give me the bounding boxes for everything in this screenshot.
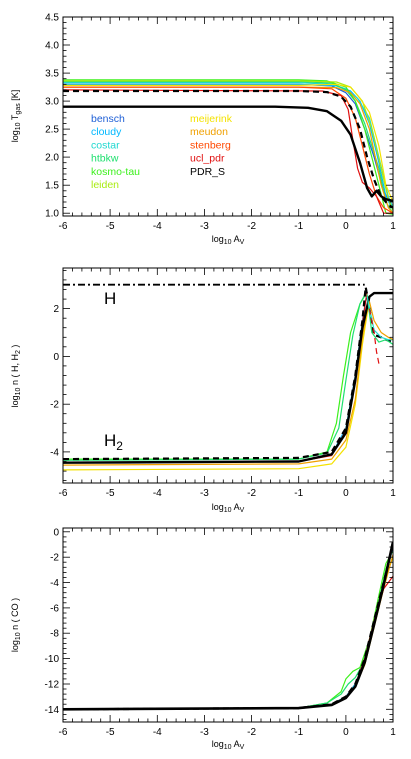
y-tick-label: 3.5 <box>45 69 59 80</box>
legend-entry-meudon: meudon <box>190 126 228 138</box>
y-axis-label: log10 n ( H, H2 ) <box>10 345 22 408</box>
y-tick-label: -2 <box>50 400 59 411</box>
plot-frame <box>62 16 394 217</box>
y-tick-label: 2.5 <box>45 125 59 136</box>
x-tick-label: -4 <box>153 727 162 738</box>
y-tick-label: -8 <box>50 629 59 640</box>
series-meijerink <box>63 83 393 203</box>
x-tick-label: -3 <box>200 488 209 499</box>
y-axis-label: log10 Tgas [K] <box>10 90 22 142</box>
y-tick-label: 4.5 <box>45 13 59 24</box>
legend-entry-htbkw: htbkw <box>91 153 119 165</box>
legend-entry-ucl-pdr: ucl_pdr <box>190 153 225 165</box>
panel-gas-temperature: -6 -5 -4 -3 -2 -1 0 1 1.0 1.5 2.0 2.5 3.0 3.5 4.0 4.5 lo… <box>10 13 396 247</box>
legend-entry-kosmo-tau: kosmo-tau <box>91 166 140 178</box>
y-tick-label: 2.0 <box>45 153 59 164</box>
legend-entry-bensch: bensch <box>91 113 125 125</box>
y-tick-label: 1.0 <box>45 209 59 220</box>
series-line-4 <box>63 575 393 710</box>
x-tick-label: -1 <box>294 221 303 232</box>
y-tick-label: 4.0 <box>45 41 59 52</box>
x-tick-label: -2 <box>247 488 256 499</box>
plot-frame <box>62 527 394 723</box>
x-tick-label: 1 <box>390 221 396 232</box>
y-tick-label: -2 <box>50 553 59 564</box>
x-tick-label: 1 <box>390 488 396 499</box>
x-tick-label: -5 <box>106 488 115 499</box>
series-line-9 <box>366 294 393 345</box>
series-line-11 <box>63 105 393 203</box>
y-axis-label: log10 n ( CO ) <box>10 598 22 652</box>
y-tick-label: 2 <box>53 304 59 315</box>
series-line-8 <box>63 286 393 461</box>
y-tick-label: -6 <box>50 603 59 614</box>
legend-entry-costar: costar <box>91 139 120 151</box>
series-meudon <box>63 86 393 214</box>
annotation-h: H <box>104 289 116 308</box>
y-tick-label: 0 <box>53 352 59 363</box>
series-line-7 <box>63 541 393 711</box>
x-tick-label: -1 <box>294 488 303 499</box>
legend-entry-leiden: leiden <box>91 179 119 191</box>
x-tick-label: -5 <box>106 221 115 232</box>
x-tick-label: -2 <box>247 221 256 232</box>
series-line-2 <box>63 296 370 466</box>
x-tick-label: 0 <box>343 727 349 738</box>
y-tick-label: 3.0 <box>45 97 59 108</box>
series-group <box>63 541 393 711</box>
x-tick-label: -6 <box>59 488 68 499</box>
legend-entry-pdr-s: PDR_S <box>190 166 225 178</box>
series-ucl-pdr <box>63 89 393 214</box>
x-tick-label: -2 <box>247 727 256 738</box>
series-stenberg <box>63 86 393 214</box>
x-tick-label: -6 <box>59 221 68 232</box>
x-axis-label: log10 AV <box>212 502 245 514</box>
series-line-0 <box>63 550 393 710</box>
series-group <box>63 79 393 215</box>
x-tick-label: -1 <box>294 727 303 738</box>
y-tick-label: -12 <box>45 679 60 690</box>
series-line-1 <box>63 299 370 471</box>
y-tick-label: 1.5 <box>45 181 59 192</box>
legend-entry-meijerink: meijerink <box>190 113 233 125</box>
series-line-12 <box>368 301 393 341</box>
series-htbkw <box>63 80 393 214</box>
legend-entry-cloudy: cloudy <box>91 126 122 138</box>
x-tick-label: -4 <box>153 221 162 232</box>
y-tick-label: -4 <box>50 447 59 458</box>
series-line-11 <box>368 308 380 364</box>
x-tick-label: -6 <box>59 727 68 738</box>
y-tick-label: 0 <box>53 527 59 538</box>
x-tick-label: -5 <box>106 727 115 738</box>
panel-hydrogen-density: -6 -5 -4 -3 -2 -1 0 1 -4 -2 0 2 log10 AV log10 n ( H,… <box>10 267 396 514</box>
legend-entry-stenberg: stenberg <box>190 139 231 151</box>
x-axis-label: log10 AV <box>212 234 245 246</box>
y-tick-label: -14 <box>45 705 60 716</box>
x-axis-label: log10 AV <box>212 739 245 751</box>
y-tick-label: -4 <box>50 578 59 589</box>
x-tick-label: -3 <box>200 727 209 738</box>
x-tick-label: 0 <box>343 221 349 232</box>
series-group <box>63 283 393 471</box>
x-tick-label: -4 <box>153 488 162 499</box>
x-tick-label: 1 <box>390 727 396 738</box>
y-tick-label: -10 <box>45 654 60 665</box>
annotation-h2: H2 <box>104 431 123 453</box>
x-tick-label: -3 <box>200 221 209 232</box>
x-tick-label: 0 <box>343 488 349 499</box>
